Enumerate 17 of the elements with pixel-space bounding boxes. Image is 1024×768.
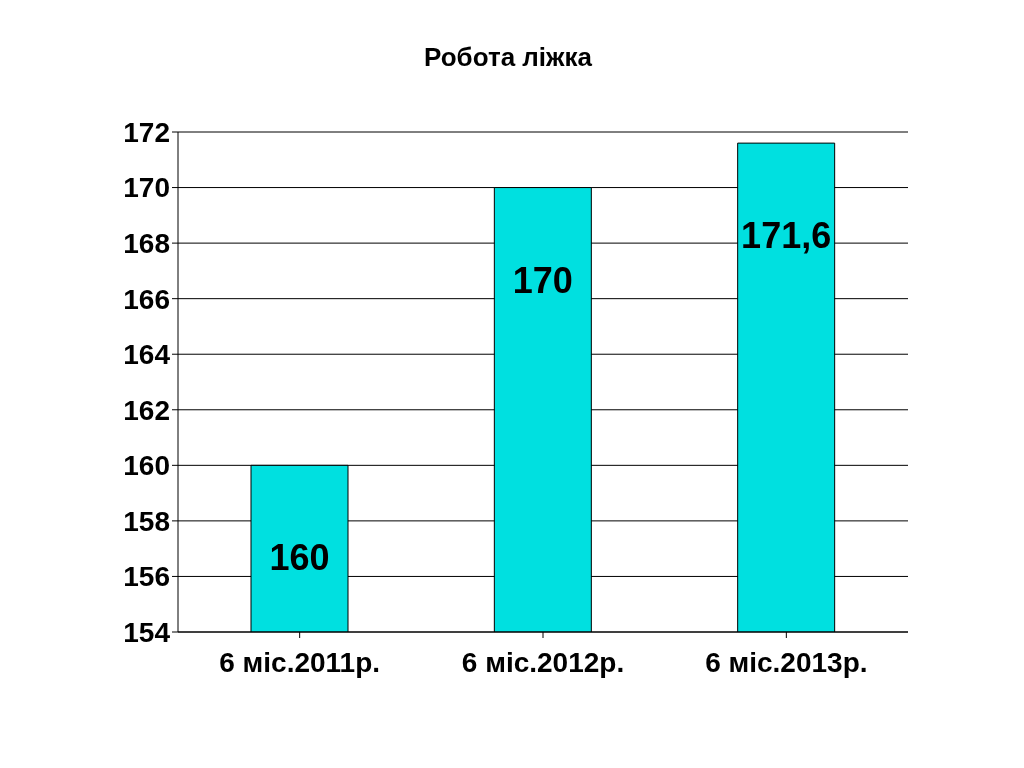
y-tick-label: 166 <box>123 283 170 315</box>
x-tick-label: 6 міс.2012р. <box>461 646 625 678</box>
y-tick-label: 162 <box>123 394 170 426</box>
y-tick-label: 160 <box>123 450 170 482</box>
x-tick-label: 6 міс.2013р. <box>705 646 868 678</box>
y-tick-label: 172 <box>123 116 170 148</box>
y-tick-label: 168 <box>123 228 170 260</box>
x-tick-label: 6 міс.2011р. <box>219 646 381 678</box>
chart-title: Робота ліжка <box>423 42 593 74</box>
y-tick-label: 170 <box>123 172 170 204</box>
y-tick-label: 154 <box>123 616 171 648</box>
data-label: 170 <box>512 259 573 301</box>
data-label: 160 <box>269 537 330 579</box>
y-tick-label: 164 <box>123 339 171 371</box>
y-tick-label: 158 <box>123 505 170 537</box>
data-label: 171,6 <box>741 215 832 257</box>
y-tick-label: 156 <box>123 561 170 593</box>
